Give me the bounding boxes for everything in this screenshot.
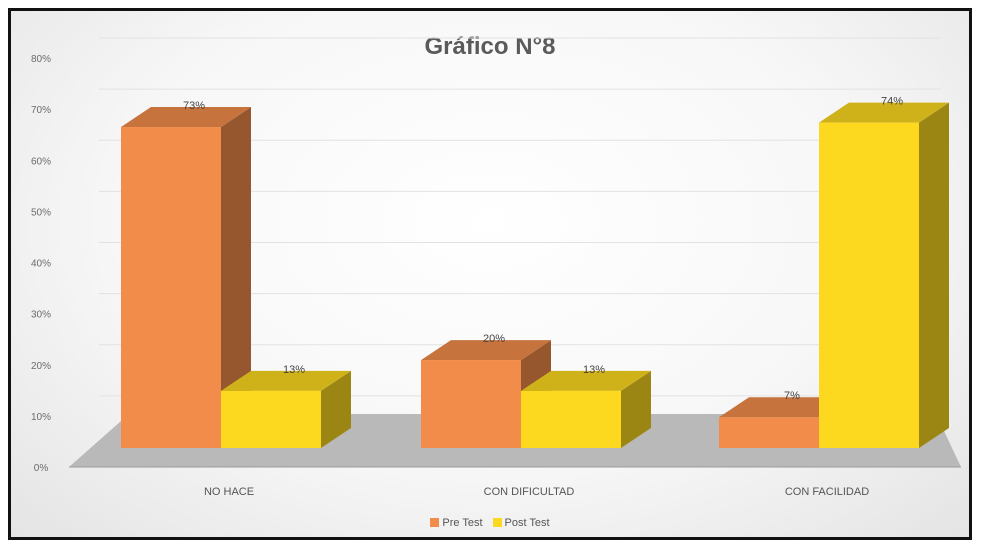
- data-label: 7%: [784, 390, 800, 402]
- x-tick-label: CON FACILIDAD: [785, 486, 869, 498]
- data-label: 20%: [483, 333, 505, 345]
- y-tick-label: 0%: [34, 463, 49, 474]
- x-tick-label: CON DIFICULTAD: [484, 486, 575, 498]
- data-label: 73%: [183, 100, 205, 112]
- x-tick-label: NO HACE: [204, 486, 254, 498]
- y-tick-label: 20%: [31, 361, 51, 372]
- bar-pre-test: [719, 417, 819, 448]
- data-label: 13%: [583, 364, 605, 376]
- y-tick-label: 80%: [31, 54, 51, 65]
- bar-side-post-test: [919, 102, 949, 448]
- y-tick-label: 30%: [31, 310, 51, 321]
- legend-swatch: [492, 518, 502, 527]
- bar-top-post-test: [221, 370, 351, 391]
- bar-top-post-test: [521, 370, 651, 391]
- y-tick-label: 50%: [31, 207, 51, 218]
- legend-label: Pre Test: [442, 517, 483, 529]
- bar-top-pre-test: [719, 397, 849, 418]
- data-label: 13%: [283, 364, 305, 376]
- bar-pre-test: [121, 127, 221, 449]
- bar-post-test: [521, 390, 621, 448]
- data-label: 74%: [881, 96, 903, 108]
- bar-side-pre-test: [221, 107, 251, 449]
- y-tick-label: 10%: [31, 412, 51, 423]
- legend-item: Pre Test: [430, 517, 483, 529]
- chart-legend: Pre Test Post Test: [11, 517, 969, 529]
- y-tick-label: 70%: [31, 105, 51, 116]
- bar-top-pre-test: [421, 340, 551, 361]
- bar-pre-test: [421, 360, 521, 448]
- y-tick-label: 40%: [31, 259, 51, 270]
- bar-side-post-test: [621, 370, 651, 448]
- chart-frame: Gráfico N°8 0% 10% 20% 30% 40% 50% 60% 70% 80% 73…: [8, 8, 972, 540]
- legend-label: Post Test: [504, 517, 550, 529]
- legend-swatch: [430, 518, 440, 527]
- chart-plot: 0% 10% 20% 30% 40% 50% 60% 70% 80% 73% 13% NO HACE 2…: [31, 37, 961, 498]
- bar-post-test: [221, 390, 321, 448]
- bar-top-pre-test: [121, 107, 251, 128]
- bar-side-post-test: [321, 370, 351, 448]
- bar-post-test: [819, 122, 919, 448]
- legend-item: Post Test: [492, 517, 550, 529]
- y-tick-label: 60%: [31, 156, 51, 167]
- bar-top-post-test: [819, 102, 949, 123]
